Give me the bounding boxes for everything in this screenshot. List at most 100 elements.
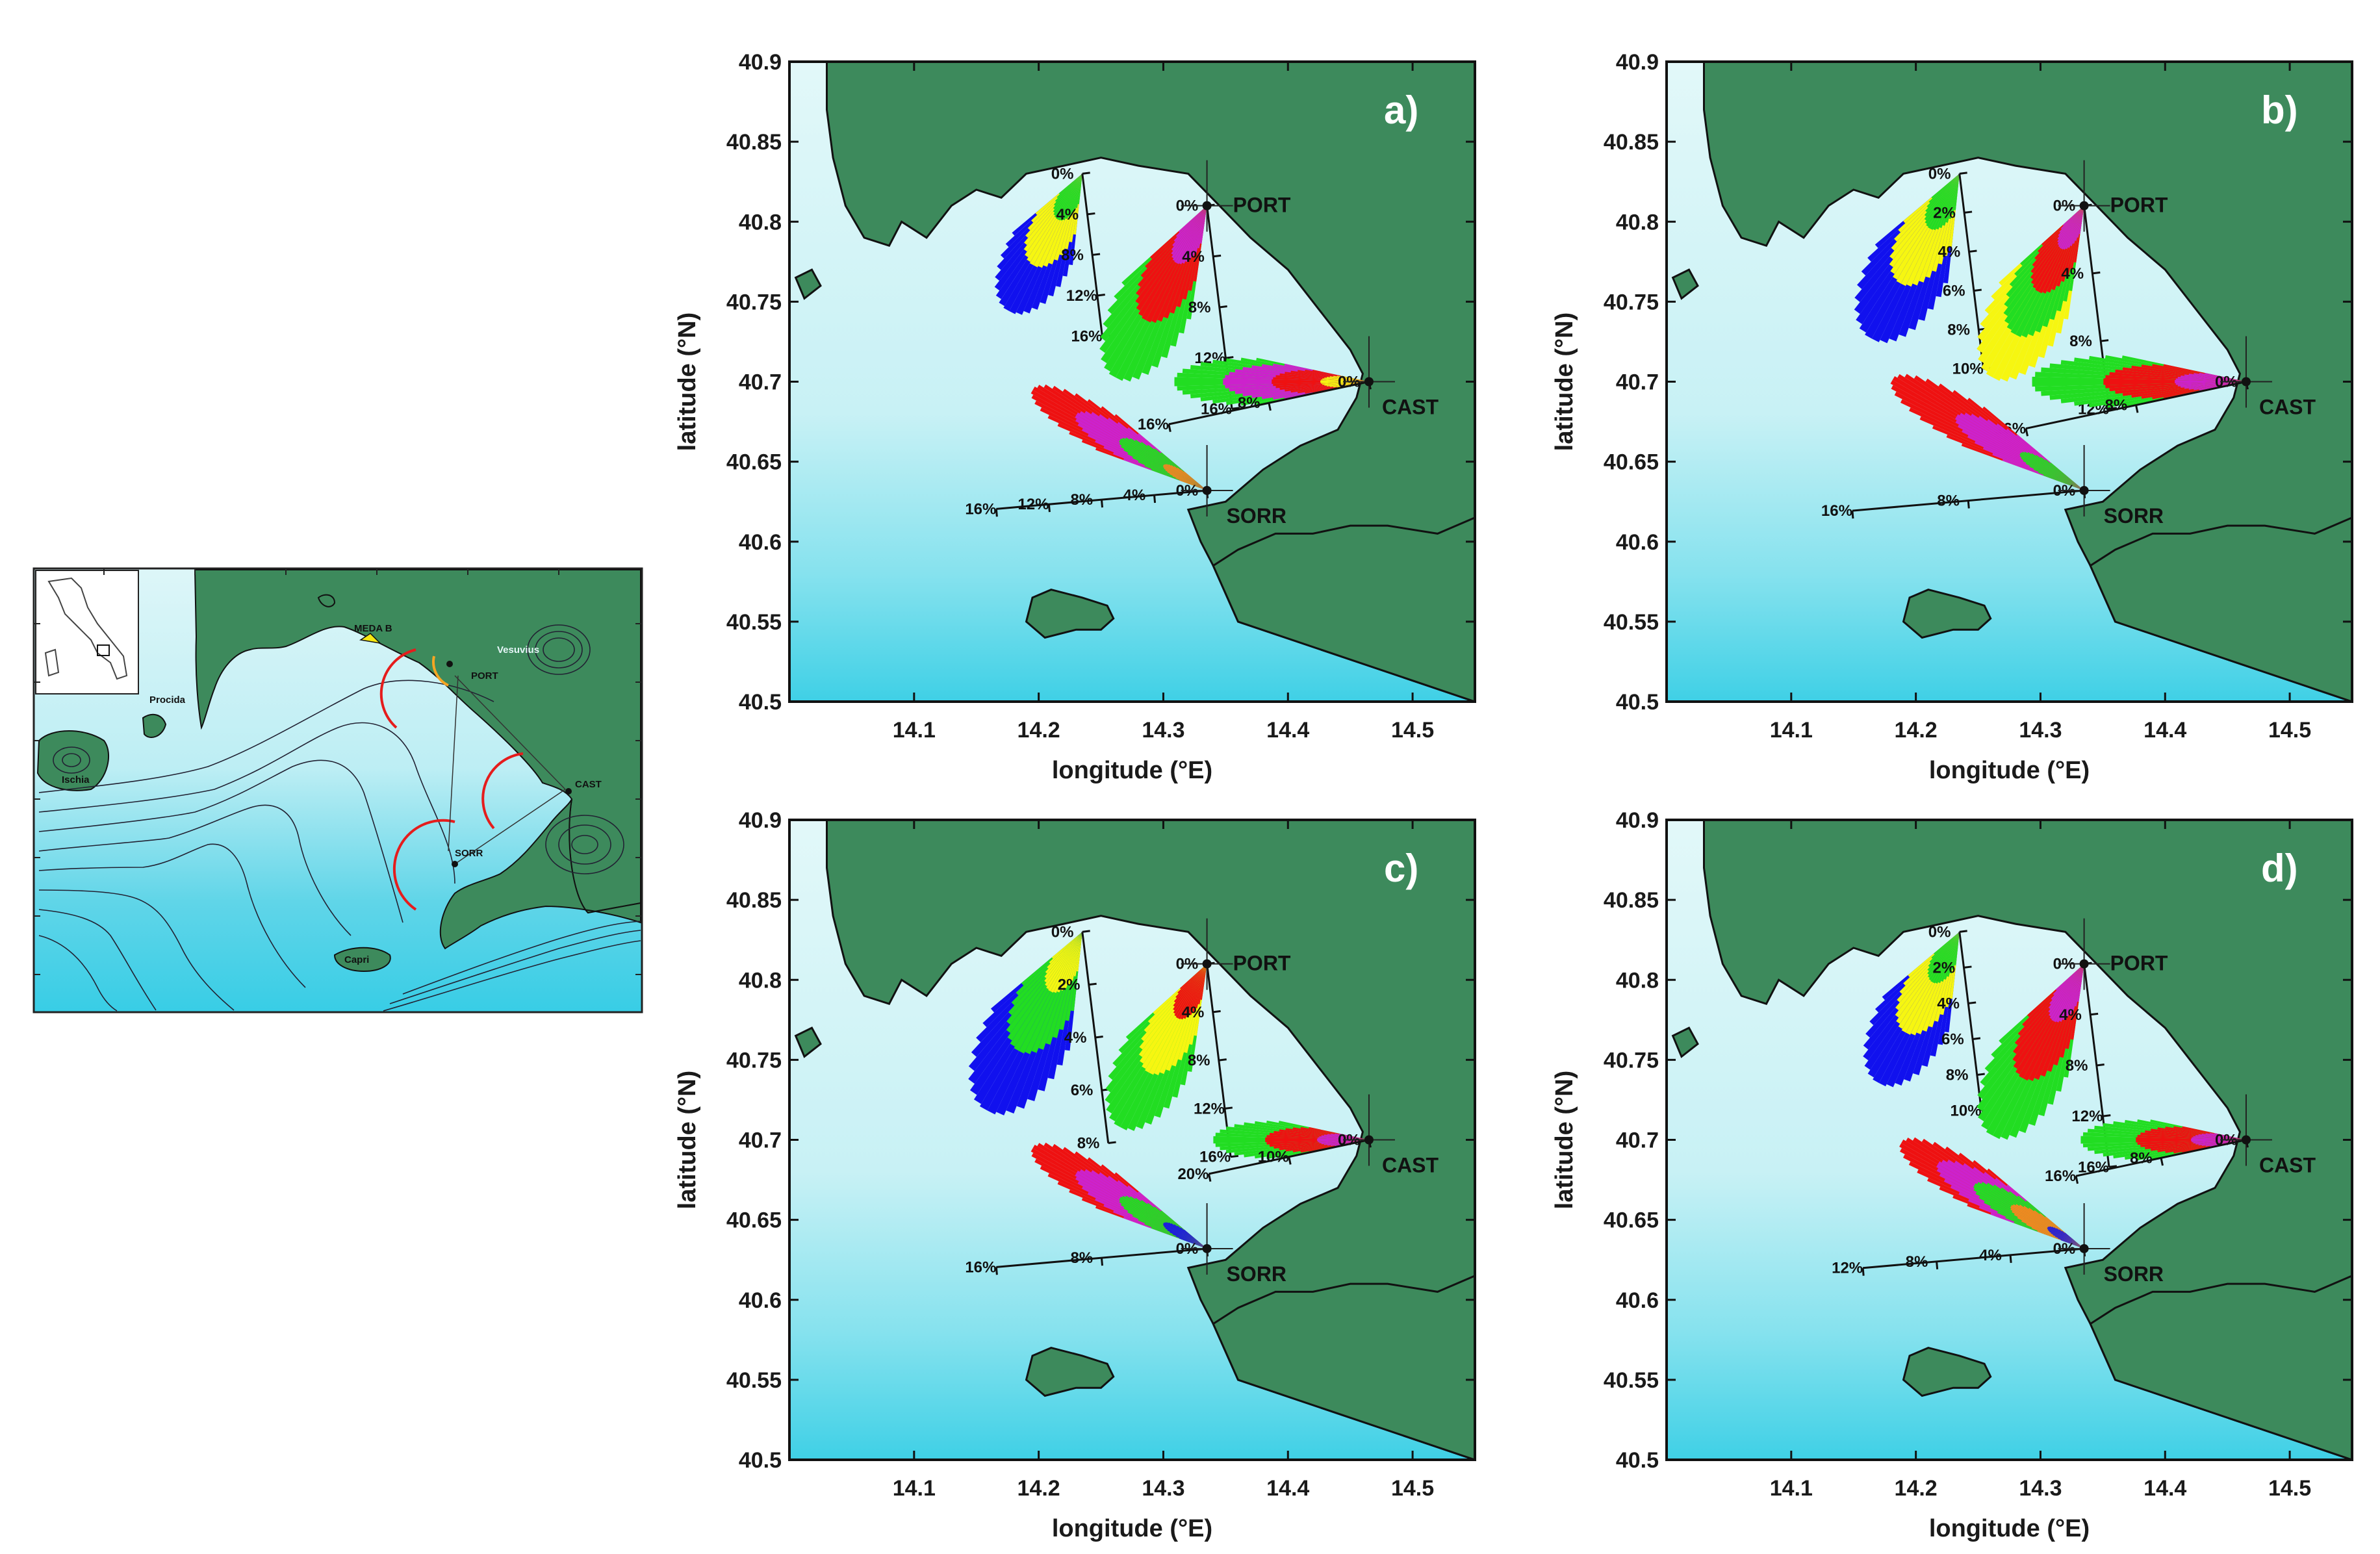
wind-rose-cast-wedge [1321, 1135, 1369, 1140]
y-tick-label: 40.8 [1616, 210, 1659, 235]
scale-axis-meda [1081, 932, 1110, 1143]
wind-rose-sorr-wedge [2053, 1227, 2084, 1249]
station-dot-cast [1364, 377, 1374, 387]
y-tick-label: 40.5 [739, 690, 782, 715]
station-label-cast: CAST [2259, 1154, 2316, 1177]
station-dot-cast [2241, 1135, 2251, 1145]
wind-rose-port-wedge [2061, 205, 2084, 250]
wind-rose-sorr-wedge [1175, 1236, 1207, 1249]
wind-rose-port-wedge [2071, 963, 2084, 1011]
scale-tick-cast [2160, 1158, 2164, 1166]
station-dot-port [2079, 201, 2089, 210]
wind-rose-port-wedge [2077, 963, 2084, 1002]
overview-inset-italy [44, 577, 128, 680]
station-dot-port [1202, 959, 1212, 969]
wind-rose-port-wedge [1197, 963, 1207, 1004]
wind-rose-port-wedge [2066, 963, 2084, 1018]
wind-rose-port-wedge [1173, 963, 1207, 1011]
y-tick-label: 40.75 [1604, 290, 1659, 314]
scale-label-sorr: 16% [1821, 502, 1852, 520]
wind-rose-meda-wedge [1928, 932, 1960, 978]
wind-rose-port-wedge [2069, 963, 2084, 1015]
wind-rose-cast-wedge [2193, 1136, 2246, 1140]
y-tick-label: 40.9 [1616, 808, 1659, 833]
wind-rose-sorr-wedge [1167, 1229, 1207, 1249]
overview-meda-marker [359, 633, 382, 644]
wind-rose-cast-wedge [1329, 376, 1369, 382]
wind-rose-sorr-wedge [2047, 1227, 2084, 1249]
scale-axis-meda [1958, 932, 1983, 1111]
wind-rose-meda-wedge [1939, 173, 1960, 229]
wind-rose-meda-wedge [1925, 173, 1960, 224]
wind-rose-cast-wedge [1319, 1140, 1369, 1143]
wind-rose-cast-wedge [2205, 1133, 2246, 1140]
wind-rose-meda-wedge [1943, 932, 1960, 980]
y-tick-label: 40.9 [1616, 50, 1659, 75]
wind-rose-meda-wedge [1056, 173, 1082, 199]
scale-label-meda: 2% [1933, 204, 1956, 222]
wind-rose-cast-wedge [2194, 373, 2246, 382]
wind-rose-meda-wedge [1928, 173, 1960, 203]
scale-tick-meda [1087, 212, 1095, 216]
wind-rose-port-wedge [1173, 963, 1207, 1014]
wind-rose-port-wedge [1180, 963, 1207, 1020]
wind-rose-sorr-wedge [1164, 468, 1207, 490]
scale-label-meda: 2% [1058, 976, 1081, 994]
wind-rose-sorr-wedge [2025, 463, 2084, 490]
wind-rose-sorr-wedge [1179, 479, 1207, 490]
station-label-sorr: SORR [2104, 504, 2164, 528]
wind-rose-cast-wedge [1327, 381, 1369, 387]
wind-rose-port-wedge [2056, 963, 2084, 1023]
overview-inset-frame [35, 570, 139, 694]
y-axis-title: latitude (°N) [1551, 1071, 1578, 1210]
scale-tick-sorr [995, 509, 998, 517]
wind-rose-cast-wedge [2181, 381, 2246, 388]
wind-rose-port-wedge [1200, 205, 1207, 244]
wind-rose-meda-wedge [1073, 173, 1082, 212]
wind-rose-sorr-wedge [2053, 1234, 2084, 1249]
wind-rose-port-wedge [1197, 205, 1207, 249]
wind-rose-port-wedge [1177, 963, 1207, 994]
scale-tick-sorr [1100, 500, 1104, 508]
y-tick-label: 40.9 [739, 50, 782, 75]
wind-rose-sorr-wedge [2051, 1227, 2084, 1249]
wind-rose-sorr-wedge [1164, 1222, 1207, 1249]
wind-rose-meda-wedge [1058, 173, 1082, 195]
scale-label-meda: 6% [1943, 282, 1965, 299]
wind-rose-sorr-wedge [2047, 1229, 2084, 1249]
panel-tag: a) [1384, 88, 1418, 132]
y-tick-label: 40.7 [1616, 370, 1659, 395]
scale-tick-meda [1959, 930, 1967, 933]
wind-rose-port-wedge [1189, 963, 1207, 1015]
wind-rose-sorr-wedge [2062, 1230, 2084, 1249]
overview-frame-ticks [34, 568, 642, 975]
wind-rose-meda-wedge [1935, 932, 1960, 984]
wind-rose-meda-wedge [1941, 932, 1960, 982]
wind-rose-sorr-wedge [2050, 462, 2084, 490]
station-label-sorr: SORR [1227, 504, 1286, 528]
wind-rose-meda-wedge [1073, 932, 1082, 976]
wind-rose-sorr-wedge [2056, 1228, 2084, 1249]
wind-rose-port-wedge [2055, 963, 2084, 991]
scale-tick-meda [1097, 294, 1105, 297]
wind-rose-sorr-wedge [1163, 464, 1207, 490]
wind-rose-cast-wedge [2195, 1135, 2246, 1140]
scale-label-meda: 8% [1947, 321, 1970, 338]
wind-rose-meda-wedge [1926, 173, 1960, 227]
wind-rose-cast-wedge [2210, 1133, 2246, 1140]
scale-label-meda: 0% [1928, 923, 1951, 941]
wind-rose-meda-wedge [1930, 173, 1960, 230]
wind-rose-meda-wedge [1053, 932, 1082, 993]
wind-rose-meda-wedge [1062, 173, 1082, 221]
station-dot-cast [2241, 377, 2251, 387]
wind-rose-port-wedge [1188, 205, 1207, 260]
wind-rose-port-wedge [1173, 963, 1207, 1003]
wind-rose-sorr-wedge [2021, 457, 2084, 490]
wind-rose-port-wedge [1171, 205, 1207, 255]
station-label-cast: CAST [2259, 396, 2316, 419]
wind-rose-port-wedge [2053, 963, 2084, 1023]
scale-label-meda: 16% [1071, 327, 1102, 345]
scale-label-port: 4% [2059, 1006, 2082, 1024]
x-tick-label: 14.2 [1895, 718, 1938, 743]
scale-label-meda: 6% [1071, 1082, 1094, 1099]
